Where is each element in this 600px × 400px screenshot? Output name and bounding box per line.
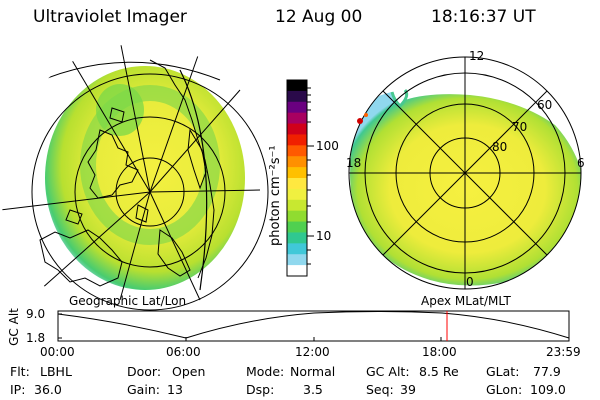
colorbar-cell — [287, 178, 307, 190]
instrument-title: Ultraviolet Imager — [33, 7, 187, 27]
polar-bright-spot-2 — [364, 113, 368, 117]
dsp-value: 3.5 — [303, 382, 323, 397]
x-tick-1200: 12:00 — [295, 345, 330, 359]
altitude-plot — [57, 310, 570, 342]
door-label: Door: — [127, 364, 162, 379]
mlt-label-18: 18 — [346, 156, 362, 170]
filter-label: Flt: — [10, 364, 30, 379]
polar-bright-spot — [357, 118, 363, 124]
geographic-map-label: Geographic Lat/Lon — [69, 294, 187, 308]
altitude-axis-label: GC Alt — [7, 308, 21, 346]
colorbar-cell — [287, 90, 307, 103]
colorbar-ticks — [307, 87, 314, 265]
ip-label: IP: — [10, 382, 26, 397]
colorbar: photon cm⁻²s⁻¹ — [268, 79, 314, 277]
left-aurora-band — [96, 84, 144, 136]
colorbar-tick-10: 10 — [316, 229, 332, 243]
mlt-label-0: 0 — [466, 275, 474, 289]
colorbar-cell — [287, 167, 307, 179]
colorbar-cell — [287, 188, 307, 201]
coastlines — [39, 59, 215, 287]
gcalt-value: 8.5 Re — [419, 364, 459, 379]
glat-value: 77.9 — [533, 364, 561, 379]
right-aurora-image — [350, 92, 581, 286]
dsp-label: Dsp: — [246, 382, 275, 397]
left-aurora-oval — [80, 85, 220, 245]
x-tick-2359: 23:59 — [546, 345, 581, 359]
mlat-label-80: 80 — [492, 140, 508, 154]
x-tick-0000: 00:00 — [40, 345, 75, 359]
glon-label: GLon: — [486, 382, 523, 397]
gain-value: 13 — [167, 382, 183, 397]
colorbar-cell — [287, 156, 307, 168]
colorbar-cell — [287, 254, 307, 266]
polar-map — [348, 56, 582, 290]
polar-map-label: Apex MLat/MLT — [421, 294, 511, 308]
door-value: Open — [172, 364, 206, 379]
gcalt-label: GC Alt: — [366, 364, 410, 379]
colorbar-cell — [287, 265, 307, 277]
altitude-plot-ticks — [58, 313, 442, 341]
colorbar-cell — [287, 123, 307, 136]
mlt-label-6: 6 — [577, 156, 585, 170]
colorbar-cell — [287, 134, 307, 146]
filter-value: LBHL — [40, 364, 72, 379]
day-night-terminator — [179, 69, 208, 291]
colorbar-cell — [287, 232, 307, 244]
altitude-tick-9: 9.0 — [26, 307, 46, 321]
colorbar-cell — [287, 221, 307, 234]
colorbar-cell — [287, 199, 307, 212]
x-tick-0600: 06:00 — [166, 345, 201, 359]
colorbar-tick-100: 100 — [316, 139, 339, 153]
mode-value: Normal — [290, 364, 336, 379]
colorbar-frame — [286, 79, 308, 277]
geographic-grid — [0, 44, 269, 311]
mlat-label-70: 70 — [512, 120, 528, 134]
colorbar-cell — [287, 112, 307, 125]
glat-label: GLat: — [486, 364, 520, 379]
altitude-tick-1-8: 1.8 — [26, 331, 46, 345]
colorbar-cell — [287, 145, 307, 157]
polar-grid — [348, 56, 582, 290]
seq-label: Seq: — [366, 382, 394, 397]
image-time: 18:16:37 UT — [431, 7, 536, 27]
image-date: 12 Aug 00 — [275, 7, 363, 27]
colorbar-cell — [287, 210, 307, 223]
colorbar-cell — [287, 101, 307, 114]
colorbar-cell — [287, 80, 307, 92]
ip-value: 36.0 — [34, 382, 62, 397]
glon-value: 109.0 — [530, 382, 566, 397]
gain-label: Gain: — [127, 382, 160, 397]
x-tick-1800: 18:00 — [422, 345, 457, 359]
geographic-map — [0, 44, 269, 311]
colorbar-unit-label: photon cm⁻²s⁻¹ — [268, 145, 283, 246]
seq-value: 39 — [400, 382, 416, 397]
mode-label: Mode: — [246, 364, 285, 379]
mlt-label-12: 12 — [469, 49, 485, 63]
mlat-label-60: 60 — [537, 98, 553, 112]
colorbar-gradient — [287, 80, 307, 277]
colorbar-cell — [287, 243, 307, 255]
altitude-curve — [57, 311, 570, 339]
